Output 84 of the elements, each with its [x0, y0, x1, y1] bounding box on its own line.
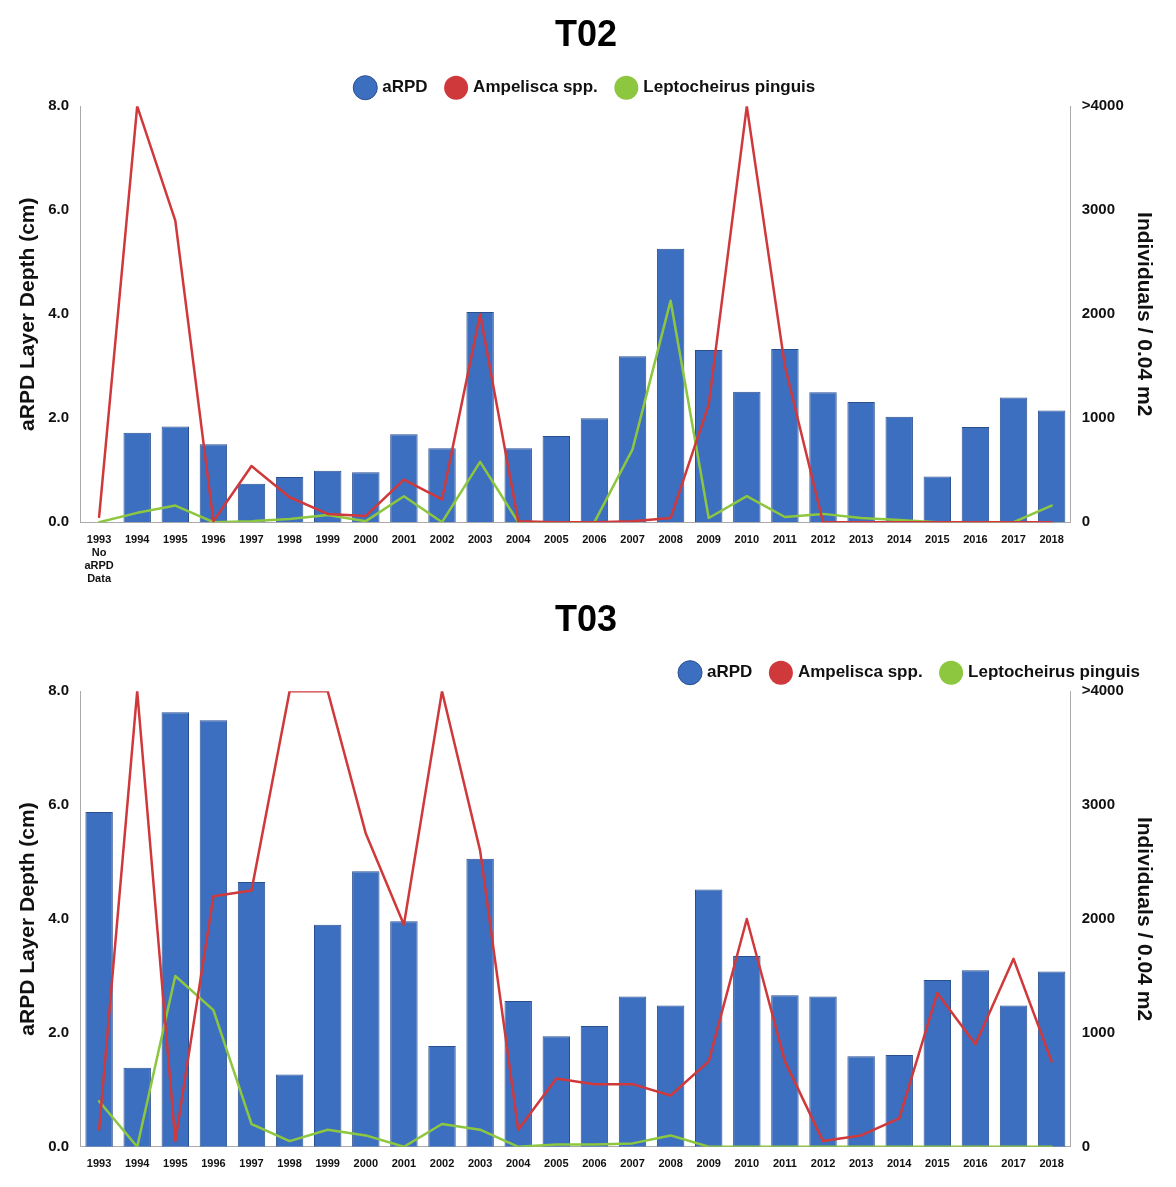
y2-tick-label: >4000 [1081, 96, 1124, 114]
x-tick-label: 1994 [124, 532, 151, 545]
x-tick-label: 2002 [429, 1157, 455, 1170]
x-tick-label: 2018 [1039, 532, 1064, 545]
x-tick-label: 2011 [772, 532, 797, 545]
y-tick-label: 4.0 [48, 304, 70, 322]
x-tick-label: 2015 [925, 1157, 950, 1170]
x-tick-label: 2018 [1039, 1157, 1064, 1170]
x-tick-label: 1994 [124, 1157, 151, 1170]
x-tick-label: 2005 [544, 532, 569, 545]
legend-label: Leptocheirus pinguis [643, 77, 816, 97]
x-tick-label: 2001 [391, 1157, 417, 1170]
x-tick-label: 2004 [505, 532, 532, 545]
chart-title: T02 [554, 12, 618, 54]
x-tick-label: 2005 [544, 1157, 569, 1170]
x-tick-label: 1993 No aRPD Data [84, 532, 114, 585]
x-tick-label: 2003 [467, 532, 493, 545]
x-tick-label: 1998 [277, 532, 302, 545]
x-tick-label: 2012 [810, 1157, 836, 1170]
chart-title: T03 [554, 597, 618, 639]
y2-tick-label: 2000 [1081, 304, 1116, 322]
y-tick-label: 8.0 [48, 96, 70, 114]
x-tick-label: 2015 [925, 532, 950, 545]
x-tick-label: 1999 [315, 532, 340, 545]
x-tick-label: 2004 [505, 1157, 532, 1170]
y2-tick-label: 1000 [1081, 408, 1116, 426]
x-tick-label: 2014 [886, 1157, 913, 1170]
x-tick-label: 2002 [429, 532, 455, 545]
x-tick-label: 1997 [239, 1157, 264, 1170]
x-tick-label: 1997 [239, 532, 264, 545]
x-tick-label: 2007 [620, 1157, 645, 1170]
y-tick-label: 2.0 [48, 408, 70, 426]
y2-axis-title: Individuals / 0.04 m2 [1133, 212, 1157, 417]
x-tick-label: 2010 [734, 1157, 760, 1170]
x-tick-label: 2010 [734, 532, 760, 545]
y2-tick-label: 3000 [1081, 200, 1116, 218]
x-tick-label: 2008 [658, 1157, 683, 1170]
y-tick-label: 0.0 [48, 512, 70, 530]
x-tick-label: 2006 [582, 1157, 607, 1170]
x-tick-label: 2007 [620, 532, 645, 545]
x-tick-label: 2014 [886, 532, 913, 545]
x-tick-label: 1995 [163, 532, 188, 545]
x-tick-label: 2003 [467, 1157, 493, 1170]
legend-label: Ampelisca spp. [797, 662, 923, 682]
y-tick-label: 4.0 [48, 909, 70, 927]
x-tick-label: 1999 [315, 1157, 340, 1170]
x-tick-label: 2016 [963, 532, 988, 545]
x-tick-label: 1998 [277, 1157, 302, 1170]
y2-tick-label: 1000 [1081, 1023, 1116, 1041]
x-tick-label: 2000 [353, 532, 379, 545]
x-tick-label: 2011 [772, 1157, 797, 1170]
x-tick-label: 2009 [696, 532, 721, 545]
x-tick-label: 2013 [848, 1157, 874, 1170]
x-tick-label: 1995 [163, 1157, 188, 1170]
y-tick-label: 6.0 [48, 795, 70, 813]
x-tick-label: 2013 [848, 532, 874, 545]
y-axis-title: aRPD Layer Depth (cm) [15, 802, 39, 1036]
y-tick-label: 2.0 [48, 1023, 70, 1041]
x-tick-label: 2000 [353, 1157, 379, 1170]
x-tick-label: 1996 [201, 532, 226, 545]
x-tick-label: 2017 [1001, 532, 1026, 545]
x-tick-label: 2008 [658, 532, 683, 545]
y2-tick-label: 0 [1081, 512, 1091, 530]
x-tick-label: 1993 [86, 1157, 112, 1170]
y-tick-label: 0.0 [48, 1136, 70, 1154]
legend-label: Ampelisca spp. [473, 77, 598, 97]
y2-tick-label: 3000 [1081, 795, 1116, 813]
y-tick-label: 6.0 [48, 200, 70, 218]
x-tick-label: 1996 [201, 1157, 226, 1170]
x-tick-label: 2012 [810, 532, 836, 545]
y2-axis-title: Individuals / 0.04 m2 [1133, 816, 1157, 1022]
legend-label: aRPD [382, 77, 428, 97]
x-tick-label: 2017 [1001, 1157, 1026, 1170]
legend-label: Leptocheirus pinguis [968, 662, 1141, 682]
x-tick-label: 2016 [963, 1157, 988, 1170]
x-tick-label: 2009 [696, 1157, 721, 1170]
legend-label: aRPD [707, 662, 753, 682]
y-axis-title: aRPD Layer Depth (cm) [15, 197, 39, 431]
x-tick-label: 2006 [582, 532, 607, 545]
x-tick-label: 2001 [391, 532, 417, 545]
y2-tick-label: >4000 [1081, 681, 1124, 699]
y2-tick-label: 0 [1081, 1136, 1091, 1154]
y2-tick-label: 2000 [1081, 909, 1116, 927]
y-tick-label: 8.0 [48, 681, 70, 699]
